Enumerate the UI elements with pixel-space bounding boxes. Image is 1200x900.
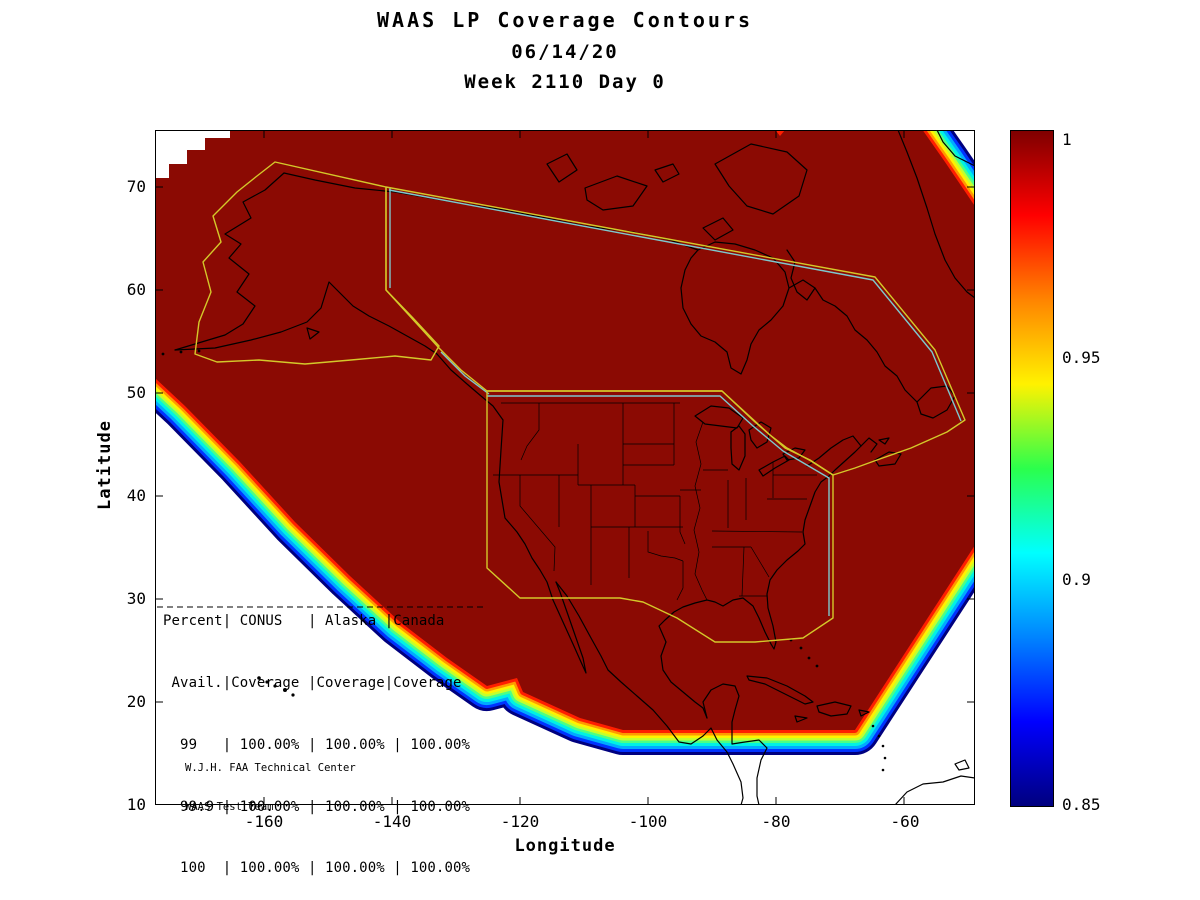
credit-line: W.J.H. FAA Technical Center bbox=[185, 762, 356, 774]
y-tick-label: 20 bbox=[126, 692, 146, 711]
coverage-region bbox=[155, 130, 975, 730]
chart-date: 06/14/20 bbox=[511, 41, 619, 63]
map-plot bbox=[155, 130, 975, 805]
colorbar-tick-label: 1 bbox=[1062, 130, 1072, 149]
chart-week-day: Week 2110 Day 0 bbox=[464, 71, 666, 93]
coverage-map bbox=[155, 130, 975, 805]
table-header-line: Percent| CONUS | Alaska |Canada bbox=[163, 613, 445, 630]
x-axis-label: Longitude bbox=[514, 836, 616, 856]
y-tick-label: 50 bbox=[126, 383, 146, 402]
credit-text: W.J.H. FAA Technical Center WAAS Test Te… bbox=[185, 736, 356, 840]
credit-line: WAAS Test Team bbox=[185, 801, 274, 813]
coastlines bbox=[174, 130, 975, 805]
y-tick-label: 30 bbox=[126, 589, 146, 608]
x-tick-label: -80 bbox=[761, 812, 791, 831]
island-dots bbox=[161, 349, 887, 772]
x-tick-label: -100 bbox=[628, 812, 668, 831]
colorbar-tick-label: 0.85 bbox=[1062, 795, 1101, 814]
axis-ticks bbox=[155, 130, 975, 805]
plot-border bbox=[155, 130, 975, 805]
colorbar-tick-label: 0.95 bbox=[1062, 348, 1101, 367]
availability-table: Percent| CONUS | Alaska |Canada Avail.|C… bbox=[163, 570, 470, 900]
y-tick-label: 40 bbox=[126, 486, 146, 505]
y-tick-label: 10 bbox=[126, 795, 146, 814]
x-tick-label: -60 bbox=[890, 812, 920, 831]
y-tick-label: 70 bbox=[126, 177, 146, 196]
chart-title: WAAS LP Coverage Contours bbox=[376, 8, 754, 32]
x-tick-label: -120 bbox=[500, 812, 540, 831]
y-tick-label: 60 bbox=[126, 280, 146, 299]
table-row: 100 | 100.00% | 100.00% | 100.00% bbox=[163, 860, 471, 877]
table-row: 99 | 100.00% | 100.00% | 100.00% bbox=[163, 736, 471, 753]
state-borders bbox=[493, 402, 817, 601]
service-volume-outlines bbox=[194, 161, 966, 643]
alaska-service-volume bbox=[194, 161, 440, 365]
x-tick-label: -160 bbox=[244, 812, 284, 831]
conus-service-volume bbox=[486, 390, 834, 643]
x-tick-label: -140 bbox=[372, 812, 412, 831]
secondary-outline bbox=[388, 188, 962, 616]
colorbar bbox=[1010, 130, 1054, 807]
table-row: 99.9 | 100.00% | 100.00% | 100.00% bbox=[163, 798, 471, 815]
colorbar-tick-label: 0.9 bbox=[1062, 570, 1091, 589]
data-edge-steps bbox=[155, 130, 230, 178]
table-header-line: Avail.|Coverage |Coverage|Coverage bbox=[163, 674, 462, 691]
